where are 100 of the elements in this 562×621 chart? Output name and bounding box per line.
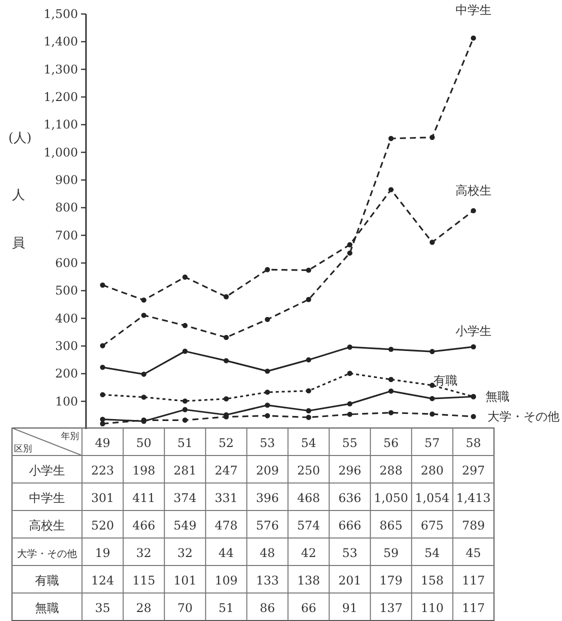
- data-label: 374: [174, 490, 197, 505]
- y-tick-label: 100: [55, 394, 78, 408]
- text: 無職: [35, 600, 59, 615]
- data-label: 296: [338, 463, 362, 478]
- text: 中学生: [455, 3, 492, 18]
- y-tick-label: 200: [55, 366, 78, 381]
- data-label: 53: [342, 546, 358, 560]
- y-tick-label: 600: [55, 256, 78, 270]
- data-label: 117: [462, 573, 485, 588]
- x-tick-label: 51: [177, 436, 193, 450]
- series-label: 高校生: [455, 184, 492, 198]
- x-tick-label: 53: [260, 436, 276, 450]
- data-label: 28: [136, 600, 152, 615]
- x-tick-label: 52: [218, 436, 234, 450]
- data-label: 133: [256, 573, 279, 588]
- data-label: 198: [132, 463, 156, 478]
- data-label: 549: [174, 518, 196, 532]
- series-label: 無職: [485, 390, 510, 404]
- y-tick-label: 300: [55, 339, 78, 353]
- data-label: 675: [420, 518, 444, 532]
- x-tick-label: 54: [300, 436, 317, 450]
- text: 有職: [35, 573, 59, 588]
- x-tick-label: 50: [136, 436, 152, 450]
- x-tick-label: 56: [383, 436, 399, 450]
- text: 区別: [14, 444, 32, 454]
- text: (人): [8, 131, 32, 146]
- data-label: 44: [218, 546, 234, 560]
- y-tick-label: 1,200: [44, 90, 78, 104]
- data-label: 158: [420, 573, 444, 588]
- data-label: 115: [132, 573, 156, 588]
- data-label: 70: [177, 600, 193, 615]
- data-label: 117: [462, 600, 485, 615]
- data-label: 576: [256, 518, 279, 532]
- data-label: 124: [91, 573, 114, 588]
- data-label: 1,050: [374, 490, 408, 505]
- text: 中学生: [29, 490, 65, 505]
- data-label: 45: [466, 546, 482, 560]
- data-label: 396: [256, 490, 279, 505]
- x-tick-label: 55: [342, 436, 358, 450]
- data-label: 138: [297, 573, 320, 588]
- data-label: 636: [338, 490, 362, 505]
- ylabel: 人員: [10, 178, 26, 274]
- data-label: 1,413: [456, 490, 491, 505]
- x-tick-label: 58: [466, 436, 482, 450]
- y-tick-label: 1,400: [44, 34, 78, 49]
- data-label: 110: [420, 600, 444, 615]
- data-label: 789: [462, 518, 485, 532]
- data-label: 35: [94, 600, 110, 615]
- y-tick-label: 1,500: [44, 7, 78, 21]
- data-label: 19: [94, 546, 110, 560]
- data-label: 468: [297, 490, 320, 505]
- data-label: 48: [260, 546, 276, 560]
- data-label: 66: [300, 600, 316, 615]
- data-label: 137: [380, 600, 402, 615]
- text: 大学・その他: [17, 548, 77, 560]
- y-tick-label: 1,000: [44, 145, 78, 160]
- data-label: 1,054: [415, 490, 450, 505]
- data-label: 520: [91, 518, 114, 532]
- data-label: 101: [174, 573, 196, 588]
- data-label: 223: [91, 463, 114, 478]
- data-label: 109: [214, 573, 238, 588]
- y-tick-label: 700: [55, 228, 78, 242]
- x-tick-label: 57: [424, 436, 440, 450]
- y-tick-label: 500: [55, 284, 78, 298]
- data-label: 54: [424, 546, 440, 560]
- data-label: 574: [297, 518, 320, 532]
- data-label: 281: [174, 463, 196, 478]
- text: 小学生: [29, 463, 65, 478]
- data-label: 280: [420, 463, 444, 478]
- data-label: 301: [91, 490, 114, 505]
- series-label: 有職: [433, 374, 458, 388]
- data-label: 91: [342, 600, 358, 615]
- data-label: 411: [132, 490, 156, 505]
- data-label: 42: [300, 546, 316, 560]
- y-tick-label: 1,300: [44, 62, 78, 76]
- data-label: 478: [214, 518, 238, 532]
- data-label: 666: [338, 518, 362, 532]
- data-label: 86: [260, 600, 276, 615]
- y-tick-label: 800: [55, 200, 78, 215]
- data-label: 250: [297, 463, 320, 478]
- data-label: 32: [177, 546, 193, 560]
- data-label: 51: [218, 600, 234, 615]
- x-tick-label: 49: [94, 436, 110, 450]
- data-label: 59: [383, 546, 399, 560]
- data-label: 201: [338, 573, 362, 588]
- data-label: 297: [462, 463, 485, 478]
- data-label: 466: [132, 518, 156, 532]
- series-label: 大学・その他: [487, 410, 560, 424]
- data-label: 331: [214, 490, 238, 505]
- data-label: 865: [380, 518, 402, 532]
- data-label: 179: [380, 573, 402, 588]
- y-tick-label: 400: [55, 311, 78, 326]
- y-tick-label: 900: [55, 173, 78, 187]
- y-tick-label: 1,100: [44, 118, 78, 132]
- data-label: 209: [256, 463, 279, 478]
- data-label: 288: [380, 463, 402, 478]
- data-label: 247: [214, 463, 238, 478]
- x-axis-title: 年別: [61, 431, 79, 442]
- text: 高校生: [29, 518, 65, 532]
- data-label: 32: [136, 546, 152, 560]
